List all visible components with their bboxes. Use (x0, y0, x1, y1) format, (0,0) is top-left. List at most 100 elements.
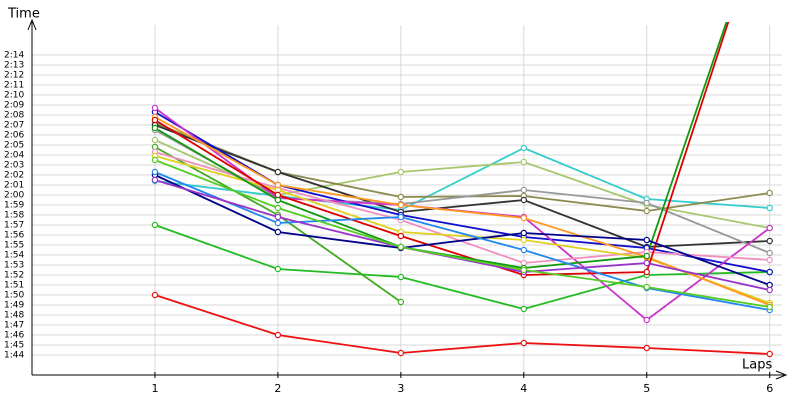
x-tick-label: 5 (643, 382, 650, 395)
y-tick-label: 2:03 (4, 161, 24, 171)
y-tick-label: 2:09 (4, 101, 24, 111)
grid (32, 25, 782, 375)
data-point (520, 266, 528, 274)
y-tick-label: 1:51 (4, 281, 24, 291)
plot-area (151, 22, 773, 358)
y-tick-label: 1:45 (4, 341, 24, 351)
data-point (397, 193, 405, 201)
data-point (643, 236, 650, 244)
y-tick-label: 2:14 (4, 51, 24, 61)
series-line (154, 147, 770, 211)
y-axis-arrow (27, 18, 37, 31)
data-point (766, 350, 773, 358)
data-point (274, 219, 282, 227)
data-point (151, 156, 159, 164)
data-point (520, 144, 528, 152)
x-tick-label: 4 (520, 382, 527, 395)
y-tick-label: 1:44 (4, 351, 24, 361)
data-point (643, 252, 650, 260)
data-point (643, 199, 650, 207)
data-point (397, 243, 405, 251)
data-point (520, 339, 528, 347)
x-axis-title: Laps (742, 358, 772, 373)
data-point (643, 316, 650, 324)
x-tick-label: 2 (274, 382, 281, 395)
y-tick-label: 1:49 (4, 301, 24, 311)
data-point (520, 214, 528, 222)
data-point (397, 213, 405, 221)
data-point (274, 204, 282, 212)
series-line (154, 124, 770, 248)
y-tick-label: 1:55 (4, 241, 24, 251)
y-tick-label: 1:54 (4, 251, 24, 261)
data-point (766, 204, 773, 212)
series-line (154, 159, 770, 308)
data-point (397, 298, 405, 306)
y-tick-label: 1:48 (4, 311, 24, 321)
series-line (154, 171, 770, 311)
data-point (397, 201, 405, 209)
y-tick-label: 2:05 (4, 141, 24, 151)
data-point (274, 213, 282, 221)
series-line (154, 116, 771, 306)
data-point (766, 268, 773, 276)
data-point (643, 344, 650, 352)
y-tick-label: 2:01 (4, 181, 24, 191)
y-axis-title: Time (7, 7, 40, 22)
data-point (766, 237, 773, 245)
y-tick-label: 2:13 (4, 61, 24, 71)
data-point (520, 246, 528, 254)
data-point (520, 186, 528, 194)
data-point (766, 303, 773, 311)
data-point (643, 259, 650, 267)
data-point (766, 249, 773, 257)
x-tick-label: 3 (397, 382, 404, 395)
y-tick-label: 1:52 (4, 271, 24, 281)
data-point (766, 286, 773, 294)
data-point (151, 124, 159, 132)
y-tick-label: 1:57 (4, 221, 24, 231)
y-tick-label: 2:10 (4, 91, 24, 101)
y-tick-label: 2:08 (4, 111, 24, 121)
data-point (151, 116, 159, 124)
y-tick-label: 1:47 (4, 321, 24, 331)
data-point (643, 283, 650, 291)
series-line (154, 22, 730, 276)
y-tick-label: 2:00 (4, 191, 24, 201)
data-point (274, 228, 282, 236)
data-point (643, 207, 650, 215)
data-point (520, 196, 528, 204)
y-tick-label: 1:56 (4, 231, 24, 241)
data-point (151, 291, 159, 299)
data-point (274, 196, 282, 204)
data-point (766, 189, 773, 197)
y-tick-label: 2:07 (4, 121, 24, 131)
data-point (274, 181, 282, 189)
data-point (766, 224, 773, 232)
x-axis-arrow (775, 370, 788, 380)
y-tick-label: 1:58 (4, 211, 24, 221)
data-point (151, 104, 159, 112)
data-point (151, 176, 159, 184)
x-tick-label: 6 (766, 382, 773, 395)
series-line (154, 294, 770, 355)
data-point (274, 331, 282, 339)
data-point (151, 221, 159, 229)
data-point (397, 168, 405, 176)
series-line (154, 179, 770, 291)
series-line (154, 22, 728, 269)
y-tick-label: 1:50 (4, 291, 24, 301)
y-tick-label: 2:06 (4, 131, 24, 141)
data-point (397, 273, 405, 281)
data-point (643, 268, 650, 276)
data-point (520, 305, 528, 313)
data-point (274, 168, 282, 176)
data-point (520, 229, 528, 237)
y-tick-label: 2:12 (4, 71, 24, 81)
y-tick-label: 1:46 (4, 331, 24, 341)
y-tick-label: 2:04 (4, 151, 24, 161)
y-tick-label: 2:11 (4, 81, 24, 91)
data-point (520, 236, 528, 244)
data-point (151, 168, 159, 176)
